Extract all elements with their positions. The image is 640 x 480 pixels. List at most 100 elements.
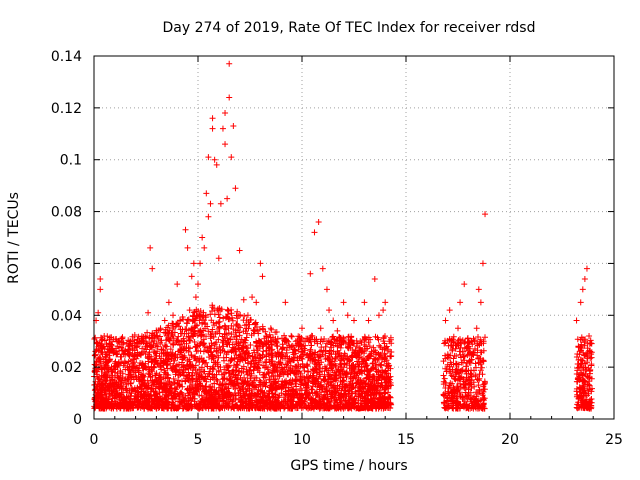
data-point (365, 317, 372, 324)
y-tick-label: 0.12 (51, 101, 82, 117)
x-tick-label: 10 (293, 432, 311, 448)
x-tick-label: 0 (90, 432, 99, 448)
data-point (224, 195, 231, 202)
axis-ticks (93, 55, 615, 420)
data-point (475, 286, 482, 293)
x-tick-label: 5 (194, 432, 203, 448)
data-point (326, 307, 333, 314)
x-tick-label: 15 (397, 432, 415, 448)
data-point (149, 265, 156, 272)
data-point (479, 260, 486, 267)
x-tick-labels: 0 5 10 15 20 25 (90, 432, 623, 448)
data-point (188, 273, 195, 280)
data-point (361, 299, 368, 306)
x-tick-label: 20 (501, 432, 519, 448)
data-point (217, 200, 224, 207)
y-tick-label: 0.08 (51, 205, 82, 221)
data-point (473, 325, 480, 332)
data-point (586, 333, 593, 340)
y-tick-label: 0.06 (51, 256, 82, 272)
data-point (382, 299, 389, 306)
data-point (213, 161, 220, 168)
data-point (583, 265, 590, 272)
y-axis-title: ROTI / TECUs (6, 192, 22, 284)
data-point (380, 307, 387, 314)
data-point (244, 312, 251, 319)
data-point (573, 317, 580, 324)
data-point (201, 244, 208, 251)
data-point (375, 312, 382, 319)
data-point (323, 286, 330, 293)
data-point (579, 286, 586, 293)
x-tick-label: 25 (605, 432, 623, 448)
data-point (307, 270, 314, 277)
y-tick-label: 0 (73, 412, 82, 428)
data-point (199, 234, 206, 241)
data-point (230, 123, 237, 130)
data-point (222, 141, 229, 148)
data-point (311, 229, 318, 236)
y-tick-label: 0.02 (51, 360, 82, 376)
data-point (190, 260, 197, 267)
data-point (226, 94, 233, 101)
data-point (182, 226, 189, 233)
data-point (222, 110, 229, 117)
chart-title: Day 274 of 2019, Rate Of TEC Index for r… (163, 20, 536, 36)
data-point (249, 294, 256, 301)
data-point (344, 312, 351, 319)
data-point (334, 327, 341, 334)
data-point (240, 296, 247, 303)
data-point (236, 247, 243, 254)
data-point (147, 244, 154, 251)
data-point (161, 317, 168, 324)
data-point (351, 317, 357, 324)
data-point (197, 260, 204, 267)
data-point (219, 125, 226, 132)
data-point (97, 286, 104, 293)
y-tick-label: 0.14 (51, 49, 82, 65)
data-point (446, 307, 453, 314)
data-point (299, 325, 305, 332)
data-point (482, 211, 489, 218)
data-point (253, 299, 260, 306)
plot-frame (93, 55, 615, 420)
data-point (267, 325, 274, 332)
data-point (455, 325, 461, 332)
data-point (205, 154, 212, 161)
data-point (442, 317, 449, 324)
dense-point-cloud (91, 302, 595, 412)
data-point (184, 244, 191, 251)
data-point (174, 281, 181, 288)
data-point (97, 275, 104, 282)
data-point (215, 255, 222, 262)
data-point (330, 317, 337, 324)
data-point (581, 275, 588, 282)
data-point (457, 299, 464, 306)
x-axis-title: GPS time / hours (290, 458, 407, 474)
data-point (257, 260, 264, 267)
data-point (209, 115, 216, 122)
data-point (95, 309, 102, 316)
data-point (165, 299, 172, 306)
data-point (319, 265, 326, 272)
data-point (192, 294, 199, 301)
data-point (259, 273, 266, 280)
data-point (371, 275, 378, 282)
data-point (209, 125, 216, 132)
data-point (232, 185, 239, 192)
data-point (205, 213, 212, 220)
y-tick-label: 0.1 (60, 153, 82, 169)
data-point (577, 299, 584, 306)
data-point (145, 309, 152, 316)
dense-data-cloud (91, 302, 595, 412)
data-point (282, 299, 289, 306)
data-point (315, 218, 322, 225)
data-point (203, 190, 210, 197)
data-point (340, 299, 347, 306)
y-tick-label: 0.04 (51, 308, 82, 324)
data-point (207, 200, 214, 207)
data-point (226, 60, 233, 67)
data-point (477, 299, 484, 306)
y-tick-labels: 0 0.02 0.04 0.06 0.08 0.1 0.12 0.14 (51, 49, 82, 428)
